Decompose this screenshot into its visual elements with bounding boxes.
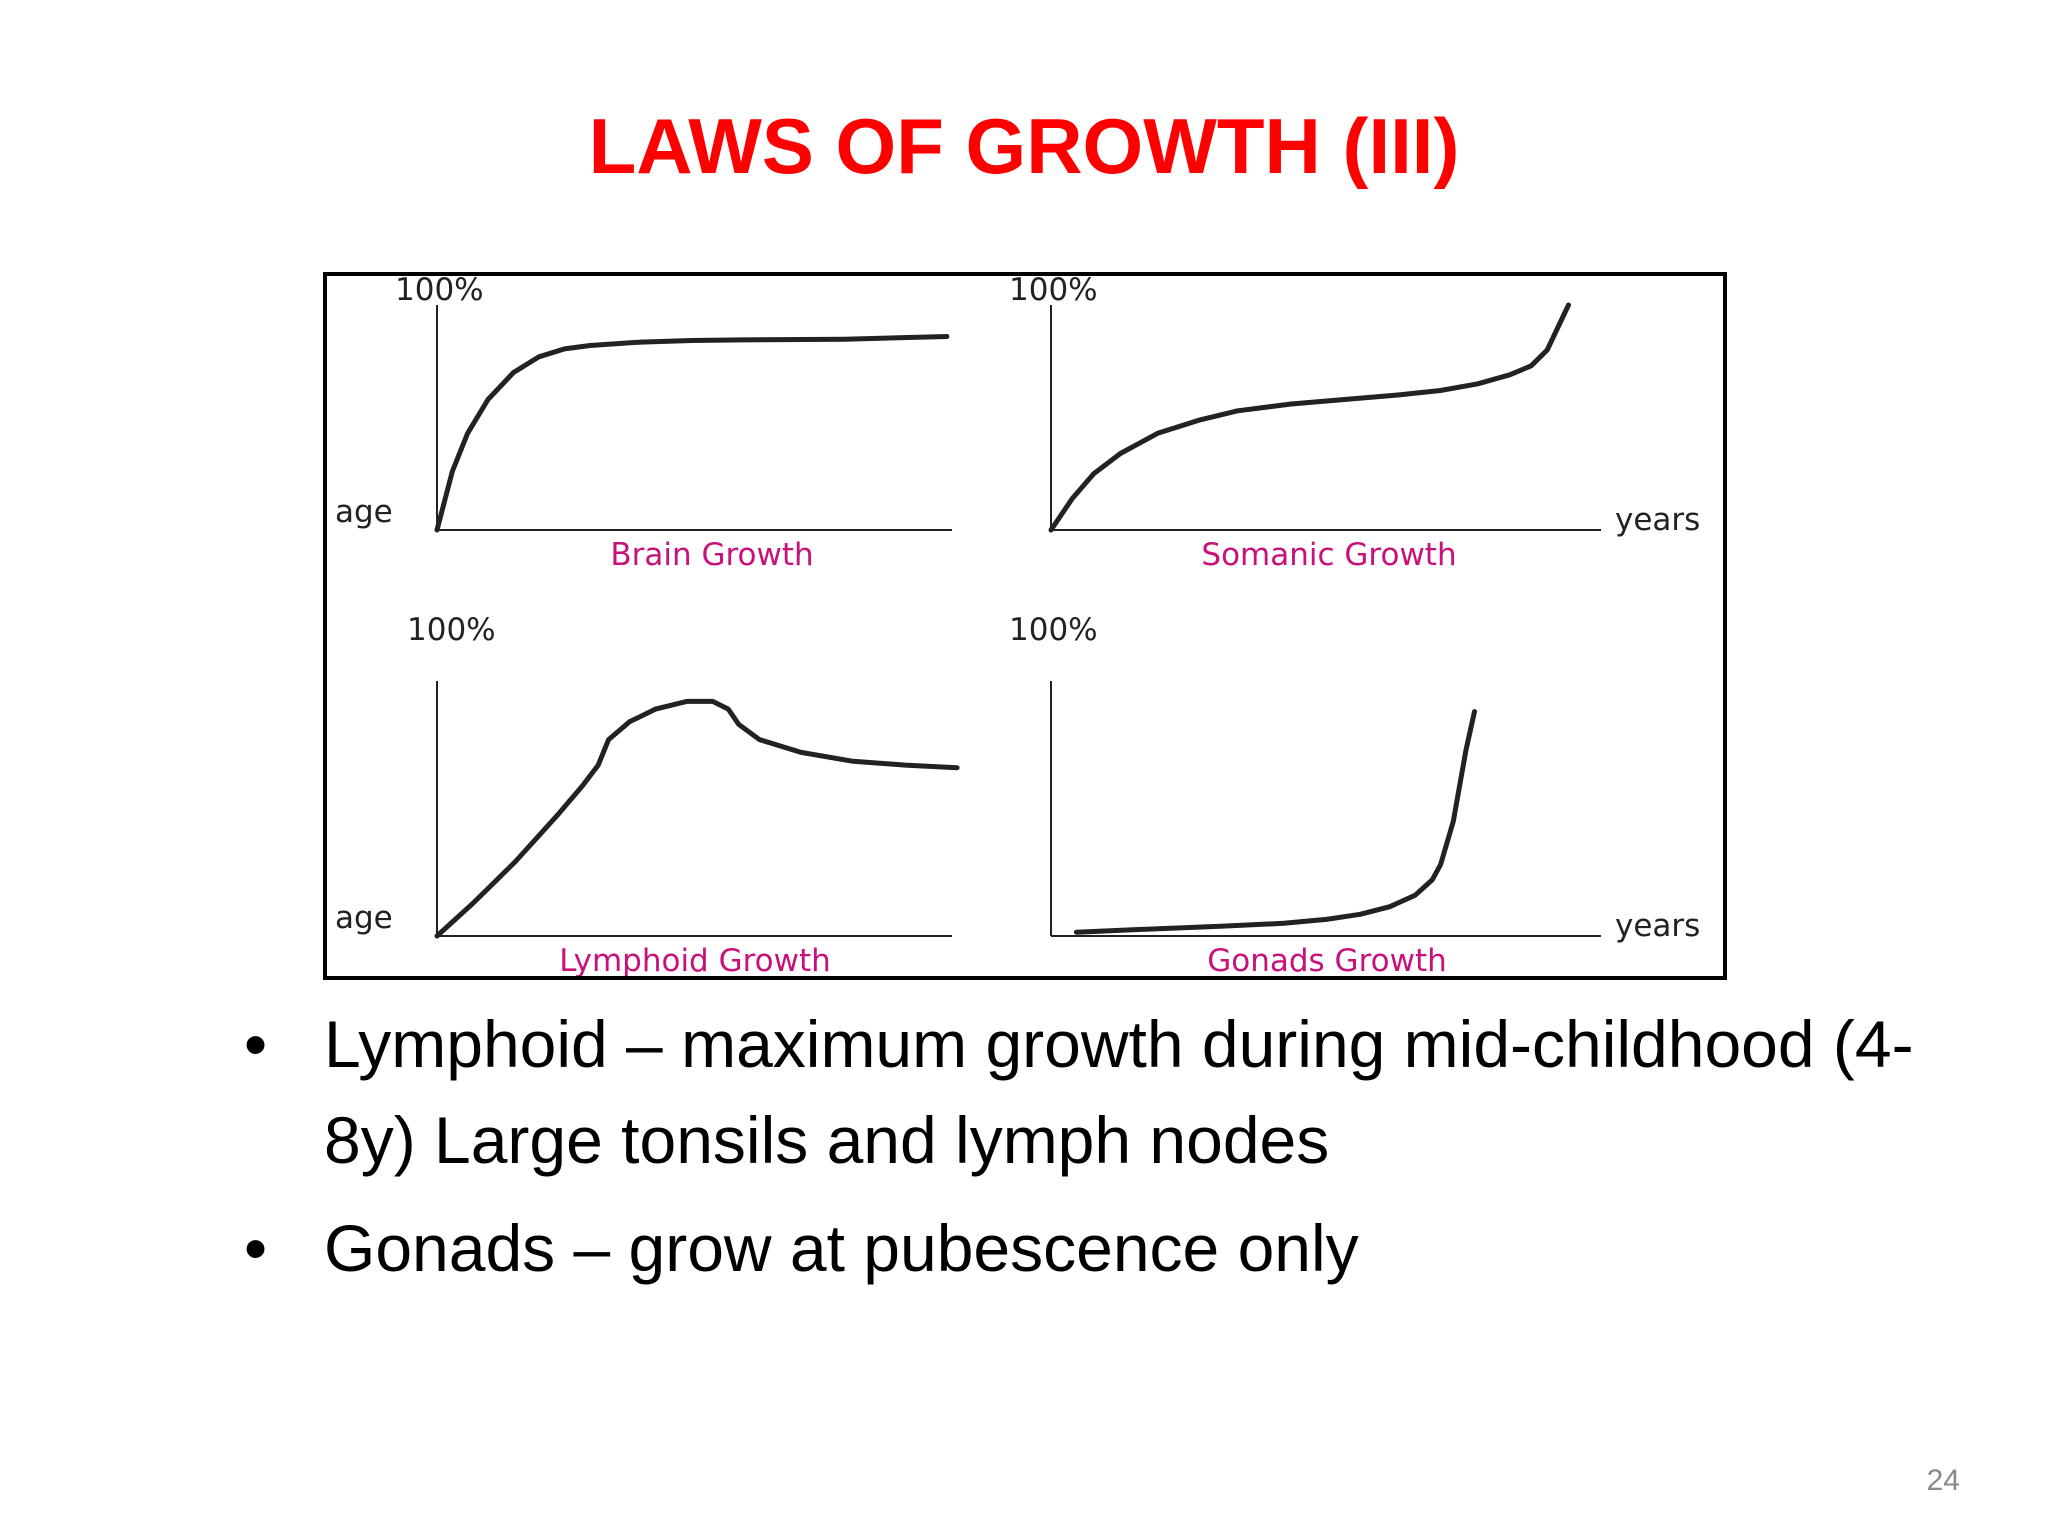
gonads-growth-years-label: years xyxy=(1615,908,1700,944)
somanic-growth-curve xyxy=(1048,302,1571,533)
lymphoid-growth-title: Lymphoid Growth xyxy=(559,943,831,976)
gonads-growth-curve xyxy=(1073,709,1477,935)
lymphoid-growth-curve xyxy=(434,698,960,939)
bullet-list: • Lymphoid – maximum growth during mid-c… xyxy=(236,996,1936,1308)
bullet-dot: • xyxy=(244,1007,268,1081)
gonads-growth-title: Gonads Growth xyxy=(1207,943,1447,976)
bullet-dot: • xyxy=(244,1211,268,1285)
bullet-item-gonads: • Gonads – grow at pubescence only xyxy=(236,1200,1936,1296)
brain-growth-age-label: age xyxy=(335,494,393,530)
page-number: 24 xyxy=(1926,1464,1960,1497)
somanic-growth-y-max-label: 100% xyxy=(1009,276,1098,308)
bullet-text-lymphoid: Lymphoid – maximum growth during mid-chi… xyxy=(324,1007,1914,1177)
lymphoid-growth-y-max-label: 100% xyxy=(407,612,496,648)
brain-growth-y-max-label: 100% xyxy=(395,276,484,308)
growth-charts-figure: 100% age Brain Growth 100% years Somanic Grow… xyxy=(323,272,1727,980)
bullet-item-lymphoid: • Lymphoid – maximum growth during mid-c… xyxy=(236,996,1936,1188)
slide-title: LAWS OF GROWTH (III) xyxy=(588,102,1460,190)
growth-charts-svg: 100% age Brain Growth 100% years Somanic Grow… xyxy=(335,276,1700,976)
lymphoid-growth-age-label: age xyxy=(335,900,393,936)
brain-growth-title: Brain Growth xyxy=(610,537,813,573)
brain-growth-curve xyxy=(434,334,950,533)
bullet-text-gonads: Gonads – grow at pubescence only xyxy=(324,1211,1359,1285)
somanic-growth-title: Somanic Growth xyxy=(1201,537,1456,573)
somanic-growth-years-label: years xyxy=(1615,502,1700,538)
gonads-growth-y-max-label: 100% xyxy=(1009,612,1098,648)
